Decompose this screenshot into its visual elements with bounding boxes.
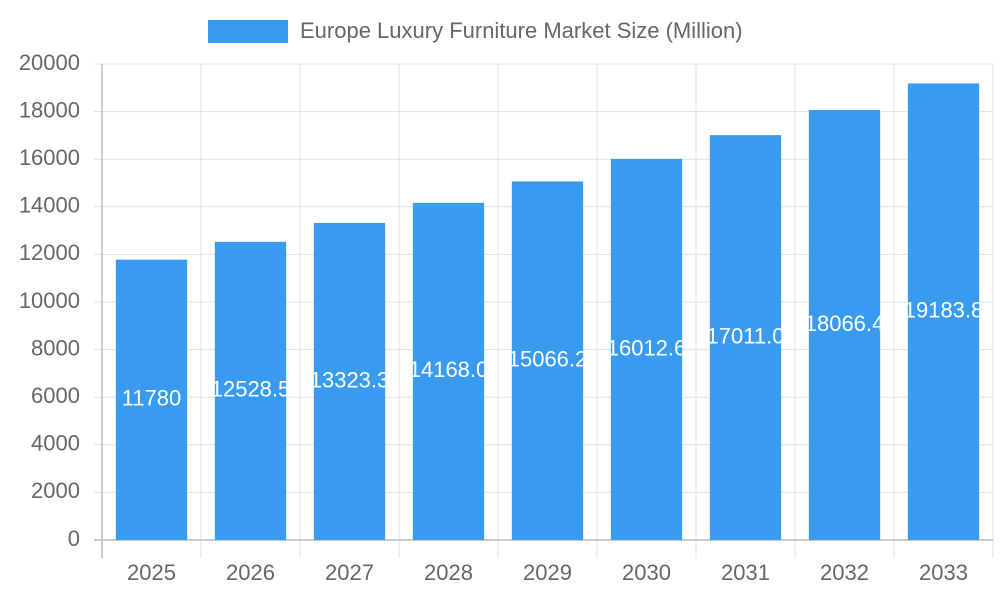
x-tick-label: 2026 (226, 560, 275, 585)
y-tick-label: 8000 (31, 335, 80, 360)
x-tick-label: 2025 (127, 560, 176, 585)
bar (412, 202, 485, 540)
value-label: 11780 (122, 386, 182, 411)
value-label: 14168.0 (409, 357, 489, 382)
value-label: 18066.4 (805, 311, 885, 336)
x-tick-label: 2032 (820, 560, 869, 585)
y-tick-label: 16000 (19, 145, 80, 170)
bar (808, 110, 881, 540)
value-label: 19183.8 (904, 298, 984, 323)
y-tick-label: 2000 (31, 478, 80, 503)
y-tick-label: 0 (68, 526, 80, 551)
x-tick-label: 2027 (325, 560, 374, 585)
bar (313, 222, 386, 540)
bar (214, 241, 287, 540)
value-label: 15066.2 (508, 347, 588, 372)
bar (610, 158, 683, 540)
y-tick-label: 12000 (19, 240, 80, 265)
value-label: 17011.0 (707, 323, 785, 348)
y-tick-label: 4000 (31, 431, 80, 456)
bar (907, 83, 980, 540)
y-tick-label: 14000 (19, 193, 80, 218)
y-tick-label: 6000 (31, 383, 80, 408)
y-tick-label: 10000 (19, 288, 80, 313)
value-label: 13323.3 (310, 367, 390, 392)
legend-label: Europe Luxury Furniture Market Size (Mil… (300, 18, 743, 43)
bar (511, 181, 584, 540)
x-tick-label: 2029 (523, 560, 572, 585)
x-tick-label: 2030 (622, 560, 671, 585)
y-tick-label: 18000 (19, 97, 80, 122)
x-tick-label: 2033 (919, 560, 968, 585)
legend-swatch (208, 20, 288, 43)
value-label: 12528.5 (211, 377, 291, 402)
bar (115, 259, 188, 540)
x-tick-label: 2031 (721, 560, 770, 585)
x-tick-label: 2028 (424, 560, 473, 585)
value-label: 16012.6 (607, 335, 687, 360)
bar (709, 135, 782, 541)
y-tick-label: 20000 (19, 50, 80, 75)
